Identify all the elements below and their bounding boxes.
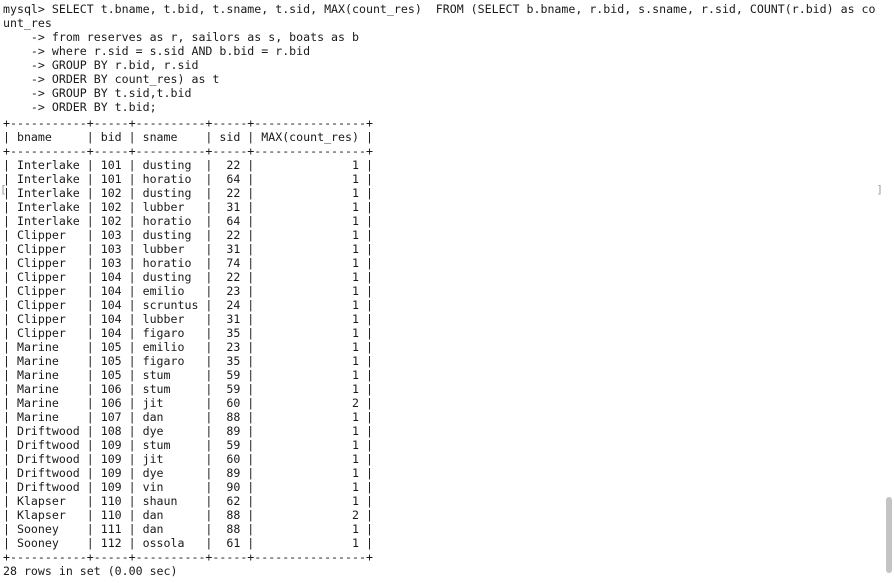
sql-query: mysql> SELECT t.bname, t.bid, t.sname, t… [3, 2, 883, 114]
vertical-scrollbar[interactable] [884, 0, 894, 583]
table-row: | Interlake | 102 | horatio | 64 | 1 | [3, 214, 373, 228]
right-edge-marker: ] [876, 183, 883, 196]
table-row: | Interlake | 101 | dusting | 22 | 1 | [3, 158, 373, 172]
table-border: +-----------+-----+----------+-----+----… [3, 144, 373, 158]
table-row: | Marine | 105 | stum | 59 | 1 | [3, 368, 373, 382]
table-row: | Klapser | 110 | shaun | 62 | 1 | [3, 494, 373, 508]
scrollbar-thumb[interactable] [886, 497, 892, 573]
table-row: | Clipper | 104 | scruntus | 24 | 1 | [3, 298, 373, 312]
table-row: | Driftwood | 109 | stum | 59 | 1 | [3, 438, 373, 452]
table-row: | Clipper | 104 | figaro | 35 | 1 | [3, 326, 373, 340]
table-row: | Clipper | 104 | emilio | 23 | 1 | [3, 284, 373, 298]
result-table: +-----------+-----+----------+-----+----… [3, 116, 883, 564]
table-row: | Clipper | 104 | dusting | 22 | 1 | [3, 270, 373, 284]
table-row: | Interlake | 101 | horatio | 64 | 1 | [3, 172, 373, 186]
table-row: | Clipper | 103 | horatio | 74 | 1 | [3, 256, 373, 270]
table-row: | Interlake | 102 | dusting | 22 | 1 | [3, 186, 373, 200]
table-row: | Marine | 105 | emilio | 23 | 1 | [3, 340, 373, 354]
table-row: | Marine | 106 | jit | 60 | 2 | [3, 396, 373, 410]
table-row: | Marine | 106 | stum | 59 | 1 | [3, 382, 373, 396]
query-continuation-line: -> where r.sid = s.sid AND b.bid = r.bid [3, 44, 311, 58]
terminal-output[interactable]: mysql> SELECT t.bname, t.bid, t.sname, t… [3, 0, 883, 583]
table-row: | Driftwood | 109 | vin | 90 | 1 | [3, 480, 373, 494]
query-continuation-line: -> ORDER BY t.bid; [3, 100, 157, 114]
mysql-prompt-line: mysql> SELECT t.bname, t.bid, t.sname, t… [3, 2, 876, 16]
query-continuation-line: -> GROUP BY t.sid,t.bid [3, 86, 192, 100]
table-row: | Driftwood | 108 | dye | 89 | 1 | [3, 424, 373, 438]
table-row: | Sooney | 112 | ossola | 61 | 1 | [3, 536, 373, 550]
table-row: | Clipper | 104 | lubber | 31 | 1 | [3, 312, 373, 326]
table-row: | Marine | 105 | figaro | 35 | 1 | [3, 354, 373, 368]
query-continuation-line: -> from reserves as r, sailors as s, boa… [3, 30, 359, 44]
table-row: | Driftwood | 109 | dye | 89 | 1 | [3, 466, 373, 480]
left-edge-marker: [ [0, 183, 7, 196]
query-continuation-line: -> GROUP BY r.bid, r.sid [3, 58, 199, 72]
result-status: 28 rows in set (0.00 sec) [3, 564, 178, 578]
table-row: | Driftwood | 109 | jit | 60 | 1 | [3, 452, 373, 466]
query-continuation-line: -> ORDER BY count_res) as t [3, 72, 220, 86]
table-row: | Clipper | 103 | dusting | 22 | 1 | [3, 228, 373, 242]
table-row: | Klapser | 110 | dan | 88 | 2 | [3, 508, 373, 522]
table-border: +-----------+-----+----------+-----+----… [3, 550, 373, 564]
table-row: | Marine | 107 | dan | 88 | 1 | [3, 410, 373, 424]
query-continuation-line: unt_res [3, 16, 52, 30]
table-row: | Sooney | 111 | dan | 88 | 1 | [3, 522, 373, 536]
table-row: | Clipper | 103 | lubber | 31 | 1 | [3, 242, 373, 256]
table-border: +-----------+-----+----------+-----+----… [3, 116, 373, 130]
table-header: | bname | bid | sname | sid | MAX(count_… [3, 130, 373, 144]
table-row: | Interlake | 102 | lubber | 31 | 1 | [3, 200, 373, 214]
